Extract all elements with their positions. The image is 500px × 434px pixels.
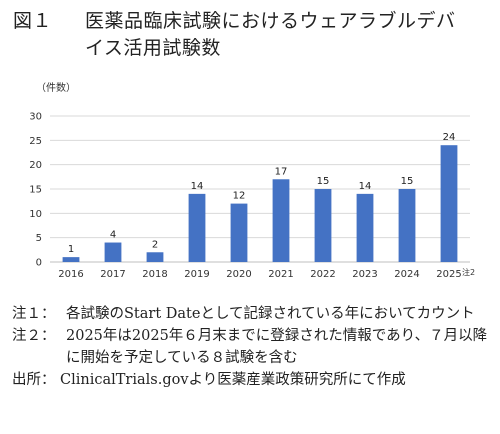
x-tick-label: 2023 xyxy=(352,269,377,280)
bar xyxy=(230,203,248,262)
bar xyxy=(398,189,416,262)
note-2-text: 2025年は2025年６月末までに登録された情報であり、７月以降に開始を予定して… xyxy=(66,328,488,366)
x-tick-label: 2016 xyxy=(58,269,83,280)
data-label: 4 xyxy=(110,230,116,241)
data-label: 14 xyxy=(359,181,372,192)
source-label: 出所： xyxy=(12,372,56,388)
chart-container: （件数） 0 5 10 15 20 25 30 1 2016 4 2017 2 2018 14 2019 12 2… xyxy=(0,78,500,290)
note-2: 注２： 2025年は2025年６月末までに登録された情報であり、７月以降に開始を… xyxy=(12,325,498,369)
data-label: 15 xyxy=(317,176,330,187)
data-label: 15 xyxy=(401,176,414,187)
bar xyxy=(104,242,122,262)
x-tick-label: 2018 xyxy=(142,269,167,280)
source-text: ClinicalTrials.govより医薬産業政策研究所にて作成 xyxy=(60,372,406,388)
figure-title-line1: 医薬品臨床試験におけるウェアラブルデバ xyxy=(85,10,456,32)
bar xyxy=(146,252,164,262)
data-label: 2 xyxy=(152,239,158,250)
figure-title: 図１ 医薬品臨床試験におけるウェアラブルデバ イス活用試験数 xyxy=(13,8,493,62)
y-tick-label: 5 xyxy=(36,233,42,244)
x-tick-label: 2025 xyxy=(436,269,461,280)
bar xyxy=(188,193,206,262)
bar xyxy=(314,189,332,262)
x-tick-label: 2017 xyxy=(100,269,125,280)
bar xyxy=(272,179,290,262)
data-label: 24 xyxy=(443,132,456,143)
source-note: 出所： ClinicalTrials.govより医薬産業政策研究所にて作成 xyxy=(12,369,498,391)
x-tick-label: 2019 xyxy=(184,269,209,280)
x-tick-note: 注2 xyxy=(462,267,475,277)
note-2-label: 注２： xyxy=(12,328,56,344)
bar xyxy=(62,257,80,262)
y-tick-label: 10 xyxy=(29,209,42,220)
y-tick-label: 30 xyxy=(29,112,42,123)
x-tick-label: 2021 xyxy=(268,269,293,280)
figure-number: 図１ xyxy=(13,10,53,32)
bar-chart: （件数）051015202530120164201722018142019122… xyxy=(29,81,475,280)
note-1: 注１： 各試験のStart Dateとして記録されている年においてカウント xyxy=(12,303,498,325)
y-tick-label: 0 xyxy=(36,258,42,269)
x-tick-label: 2022 xyxy=(310,269,335,280)
bar xyxy=(440,145,458,262)
y-tick-label: 25 xyxy=(29,136,42,147)
data-label: 1 xyxy=(68,244,74,255)
y-tick-label: 15 xyxy=(29,185,42,196)
y-tick-label: 20 xyxy=(29,160,42,171)
data-label: 12 xyxy=(233,191,246,202)
notes-section: 注１： 各試験のStart Dateとして記録されている年においてカウント 注２… xyxy=(12,303,498,391)
bar xyxy=(356,193,374,262)
figure-title-line2: イス活用試験数 xyxy=(85,37,221,59)
y-axis-label: （件数） xyxy=(36,81,76,94)
note-1-text: 各試験のStart Dateとして記録されている年においてカウント xyxy=(66,306,475,322)
data-label: 17 xyxy=(275,166,288,177)
x-tick-label: 2020 xyxy=(226,269,251,280)
x-tick-label: 2024 xyxy=(394,269,419,280)
data-label: 14 xyxy=(191,181,204,192)
note-1-label: 注１： xyxy=(12,306,56,322)
